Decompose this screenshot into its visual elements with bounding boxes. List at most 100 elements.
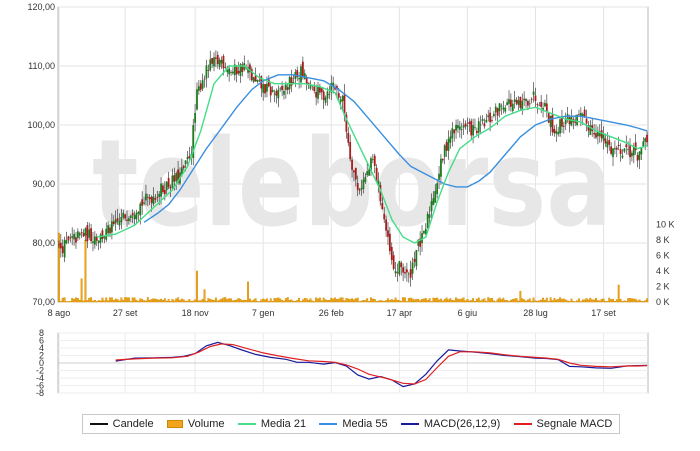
legend-item-media21[interactable]: Media 21 (237, 418, 306, 430)
volume-bar (341, 297, 344, 303)
legend-item-signal[interactable]: Segnale MACD (513, 418, 612, 430)
candle-down (315, 91, 318, 98)
candle-down (211, 58, 214, 64)
candle-up (394, 271, 397, 274)
candle-down (336, 86, 338, 90)
volume-bar (135, 299, 138, 303)
volume-bar (623, 300, 626, 303)
legend-item-media55[interactable]: Media 55 (319, 418, 388, 430)
candle-down (162, 185, 164, 193)
signal-line (115, 343, 648, 385)
candle-down (109, 227, 111, 234)
candle-down (534, 95, 537, 101)
volume-bar (598, 300, 601, 303)
volume-bar (197, 300, 200, 303)
candle-up (443, 145, 446, 157)
volume-bar (301, 299, 304, 303)
date-tick-label: 17 apr (387, 308, 413, 318)
volume-bar (458, 299, 461, 303)
volume-bar (578, 298, 580, 303)
candle-up (538, 105, 541, 107)
volume-bar (177, 297, 180, 303)
candle-down (322, 91, 325, 101)
volume-bar (409, 297, 412, 303)
candle-down (388, 233, 391, 252)
volume-bar (173, 300, 176, 303)
media21-swatch-icon (237, 423, 256, 425)
volume-bar (434, 298, 437, 303)
volume-bar (540, 299, 543, 303)
macd-tick-label: 4 (39, 343, 44, 353)
legend-item-volume[interactable]: Volume (166, 418, 225, 430)
candle-up (328, 93, 331, 95)
candle-up (160, 183, 162, 197)
candle-down (453, 129, 456, 134)
candle-down (587, 125, 590, 131)
candle-up (309, 84, 312, 89)
volume-bar (596, 300, 599, 303)
candle-down (124, 214, 127, 219)
candle-up (252, 77, 255, 82)
candle-up (63, 239, 66, 258)
volume-bar (211, 299, 214, 303)
candle-up (513, 99, 516, 102)
volume-bar (629, 298, 631, 303)
macd-tick-label: 0 (39, 358, 44, 368)
volume-bar (492, 300, 495, 303)
volume-bar (143, 300, 145, 303)
candle-down (527, 100, 529, 106)
candle-up (339, 99, 342, 103)
volume-bar (317, 298, 319, 303)
volume-bar (402, 297, 405, 303)
candle-up (76, 231, 79, 239)
candle-up (436, 183, 439, 195)
candle-up (330, 83, 333, 93)
volume-bar (129, 301, 132, 303)
candles-swatch-icon (89, 423, 108, 425)
volume-bar (396, 299, 399, 303)
volume-bar (638, 299, 641, 303)
candle-up (447, 138, 450, 151)
candle-up (213, 57, 215, 67)
macd-tick-label: -6 (36, 381, 44, 391)
volume-bar (432, 297, 435, 303)
candle-down (608, 140, 611, 145)
price-panel (57, 6, 649, 303)
candle-down (207, 70, 210, 71)
candle-down (82, 233, 85, 237)
volume-bar (502, 297, 505, 303)
volume-bar (326, 300, 329, 303)
volume-bar (562, 298, 565, 303)
volume-bar (271, 301, 274, 303)
macd-tick-label: -2 (36, 366, 44, 376)
candle-up (300, 66, 302, 83)
candle-down (353, 170, 355, 173)
legend-item-macd[interactable]: MACD(26,12,9) (400, 418, 500, 430)
candle-down (199, 83, 202, 90)
candle-down (349, 142, 352, 160)
candle-down (519, 96, 522, 108)
volume-bar (466, 298, 469, 303)
candle-up (118, 221, 121, 226)
volume-bar (76, 298, 79, 303)
candle-down (489, 112, 491, 123)
volume-bar (443, 299, 446, 303)
media55-line (143, 74, 648, 223)
volume-bar (324, 299, 327, 303)
candle-down (464, 123, 467, 127)
volume-bar (114, 298, 117, 303)
legend-item-candles[interactable]: Candele (89, 418, 154, 430)
volume-bar (328, 300, 331, 303)
volume-bar (311, 300, 314, 303)
volume-bar (284, 298, 287, 303)
candle-up (479, 124, 482, 126)
volume-bar (186, 300, 189, 303)
volume-bar (413, 299, 416, 303)
candle-down (131, 213, 134, 216)
volume-bar (640, 300, 643, 303)
volume-bar (133, 297, 136, 303)
volume-bar (632, 298, 635, 303)
candle-up (466, 125, 469, 127)
candle-up (449, 136, 452, 143)
volume-bar (613, 300, 616, 303)
